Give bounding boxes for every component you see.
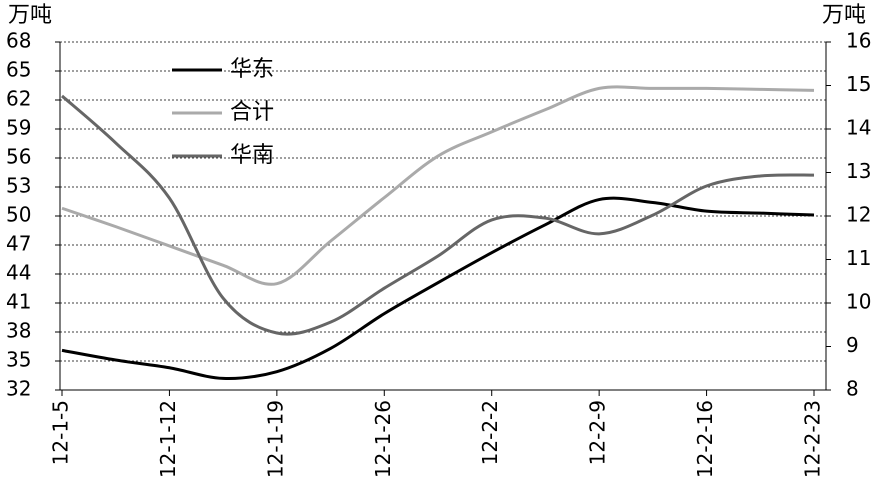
x-tick-label: 12-1-5 bbox=[49, 400, 73, 465]
series-line bbox=[61, 85, 815, 286]
legend-label: 华东 bbox=[230, 57, 274, 82]
x-tick-label: 12-2-2 bbox=[478, 400, 502, 465]
y-tick-label: 59 bbox=[6, 116, 31, 140]
y-tick-label: 35 bbox=[6, 348, 31, 372]
y2-tick-label: 10 bbox=[846, 290, 871, 314]
x-tick-label: 12-2-9 bbox=[586, 400, 610, 465]
y-tick-label: 38 bbox=[6, 319, 31, 343]
y2-tick-label: 8 bbox=[846, 377, 859, 401]
y-tick-label: 32 bbox=[6, 377, 31, 401]
y-tick-label: 68 bbox=[6, 29, 31, 53]
x-tick-label: 12-1-12 bbox=[156, 400, 180, 478]
series-line bbox=[61, 94, 815, 336]
y2-axis-label: 万吨 bbox=[822, 3, 866, 28]
y-tick-label: 62 bbox=[6, 87, 31, 111]
y-tick-label: 50 bbox=[6, 203, 31, 227]
x-tick-label: 12-2-23 bbox=[801, 400, 825, 478]
y2-tick-label: 12 bbox=[846, 203, 871, 227]
y-tick-label: 56 bbox=[6, 145, 31, 169]
legend-label: 合计 bbox=[230, 100, 274, 125]
y-tick-label: 65 bbox=[6, 58, 31, 82]
y2-tick-label: 9 bbox=[846, 333, 859, 357]
y-axis-label: 万吨 bbox=[8, 3, 52, 28]
legend-label: 华南 bbox=[230, 143, 274, 168]
x-tick-label: 12-1-26 bbox=[371, 400, 395, 478]
x-tick-label: 12-2-16 bbox=[693, 400, 717, 478]
y2-tick-label: 16 bbox=[846, 29, 871, 53]
y2-tick-label: 13 bbox=[846, 159, 871, 183]
series-line bbox=[61, 196, 815, 380]
y-tick-label: 44 bbox=[6, 261, 31, 285]
y2-tick-label: 15 bbox=[846, 72, 871, 96]
y-tick-label: 53 bbox=[6, 174, 31, 198]
y-tick-label: 47 bbox=[6, 232, 31, 256]
y-tick-label: 41 bbox=[6, 290, 31, 314]
y2-tick-label: 11 bbox=[846, 246, 871, 270]
x-tick-label: 12-1-19 bbox=[263, 400, 287, 478]
y2-tick-label: 14 bbox=[846, 116, 871, 140]
